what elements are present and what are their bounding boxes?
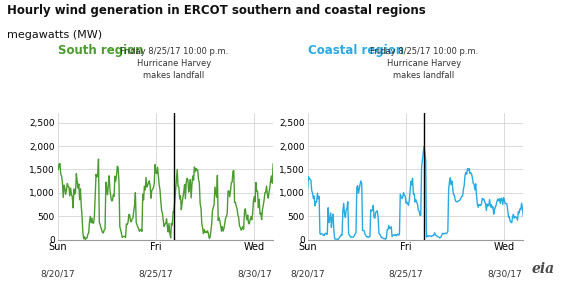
- Text: South region: South region: [58, 44, 143, 57]
- Text: 8/25/17: 8/25/17: [139, 269, 173, 278]
- Text: Coastal region: Coastal region: [308, 44, 404, 57]
- Text: 8/25/17: 8/25/17: [389, 269, 423, 278]
- Text: megawatts (MW): megawatts (MW): [7, 30, 102, 40]
- Text: Friday 8/25/17 10:00 p.m.
Hurricane Harvey
makes landfall: Friday 8/25/17 10:00 p.m. Hurricane Harv…: [370, 47, 478, 80]
- Text: 8/20/17: 8/20/17: [290, 269, 325, 278]
- Text: Friday 8/25/17 10:00 p.m.
Hurricane Harvey
makes landfall: Friday 8/25/17 10:00 p.m. Hurricane Harv…: [120, 47, 228, 80]
- Text: 8/20/17: 8/20/17: [40, 269, 75, 278]
- Text: 8/30/17: 8/30/17: [237, 269, 271, 278]
- Text: eia: eia: [532, 261, 555, 276]
- Text: 8/30/17: 8/30/17: [487, 269, 522, 278]
- Text: Hourly wind generation in ERCOT southern and coastal regions: Hourly wind generation in ERCOT southern…: [7, 4, 425, 17]
